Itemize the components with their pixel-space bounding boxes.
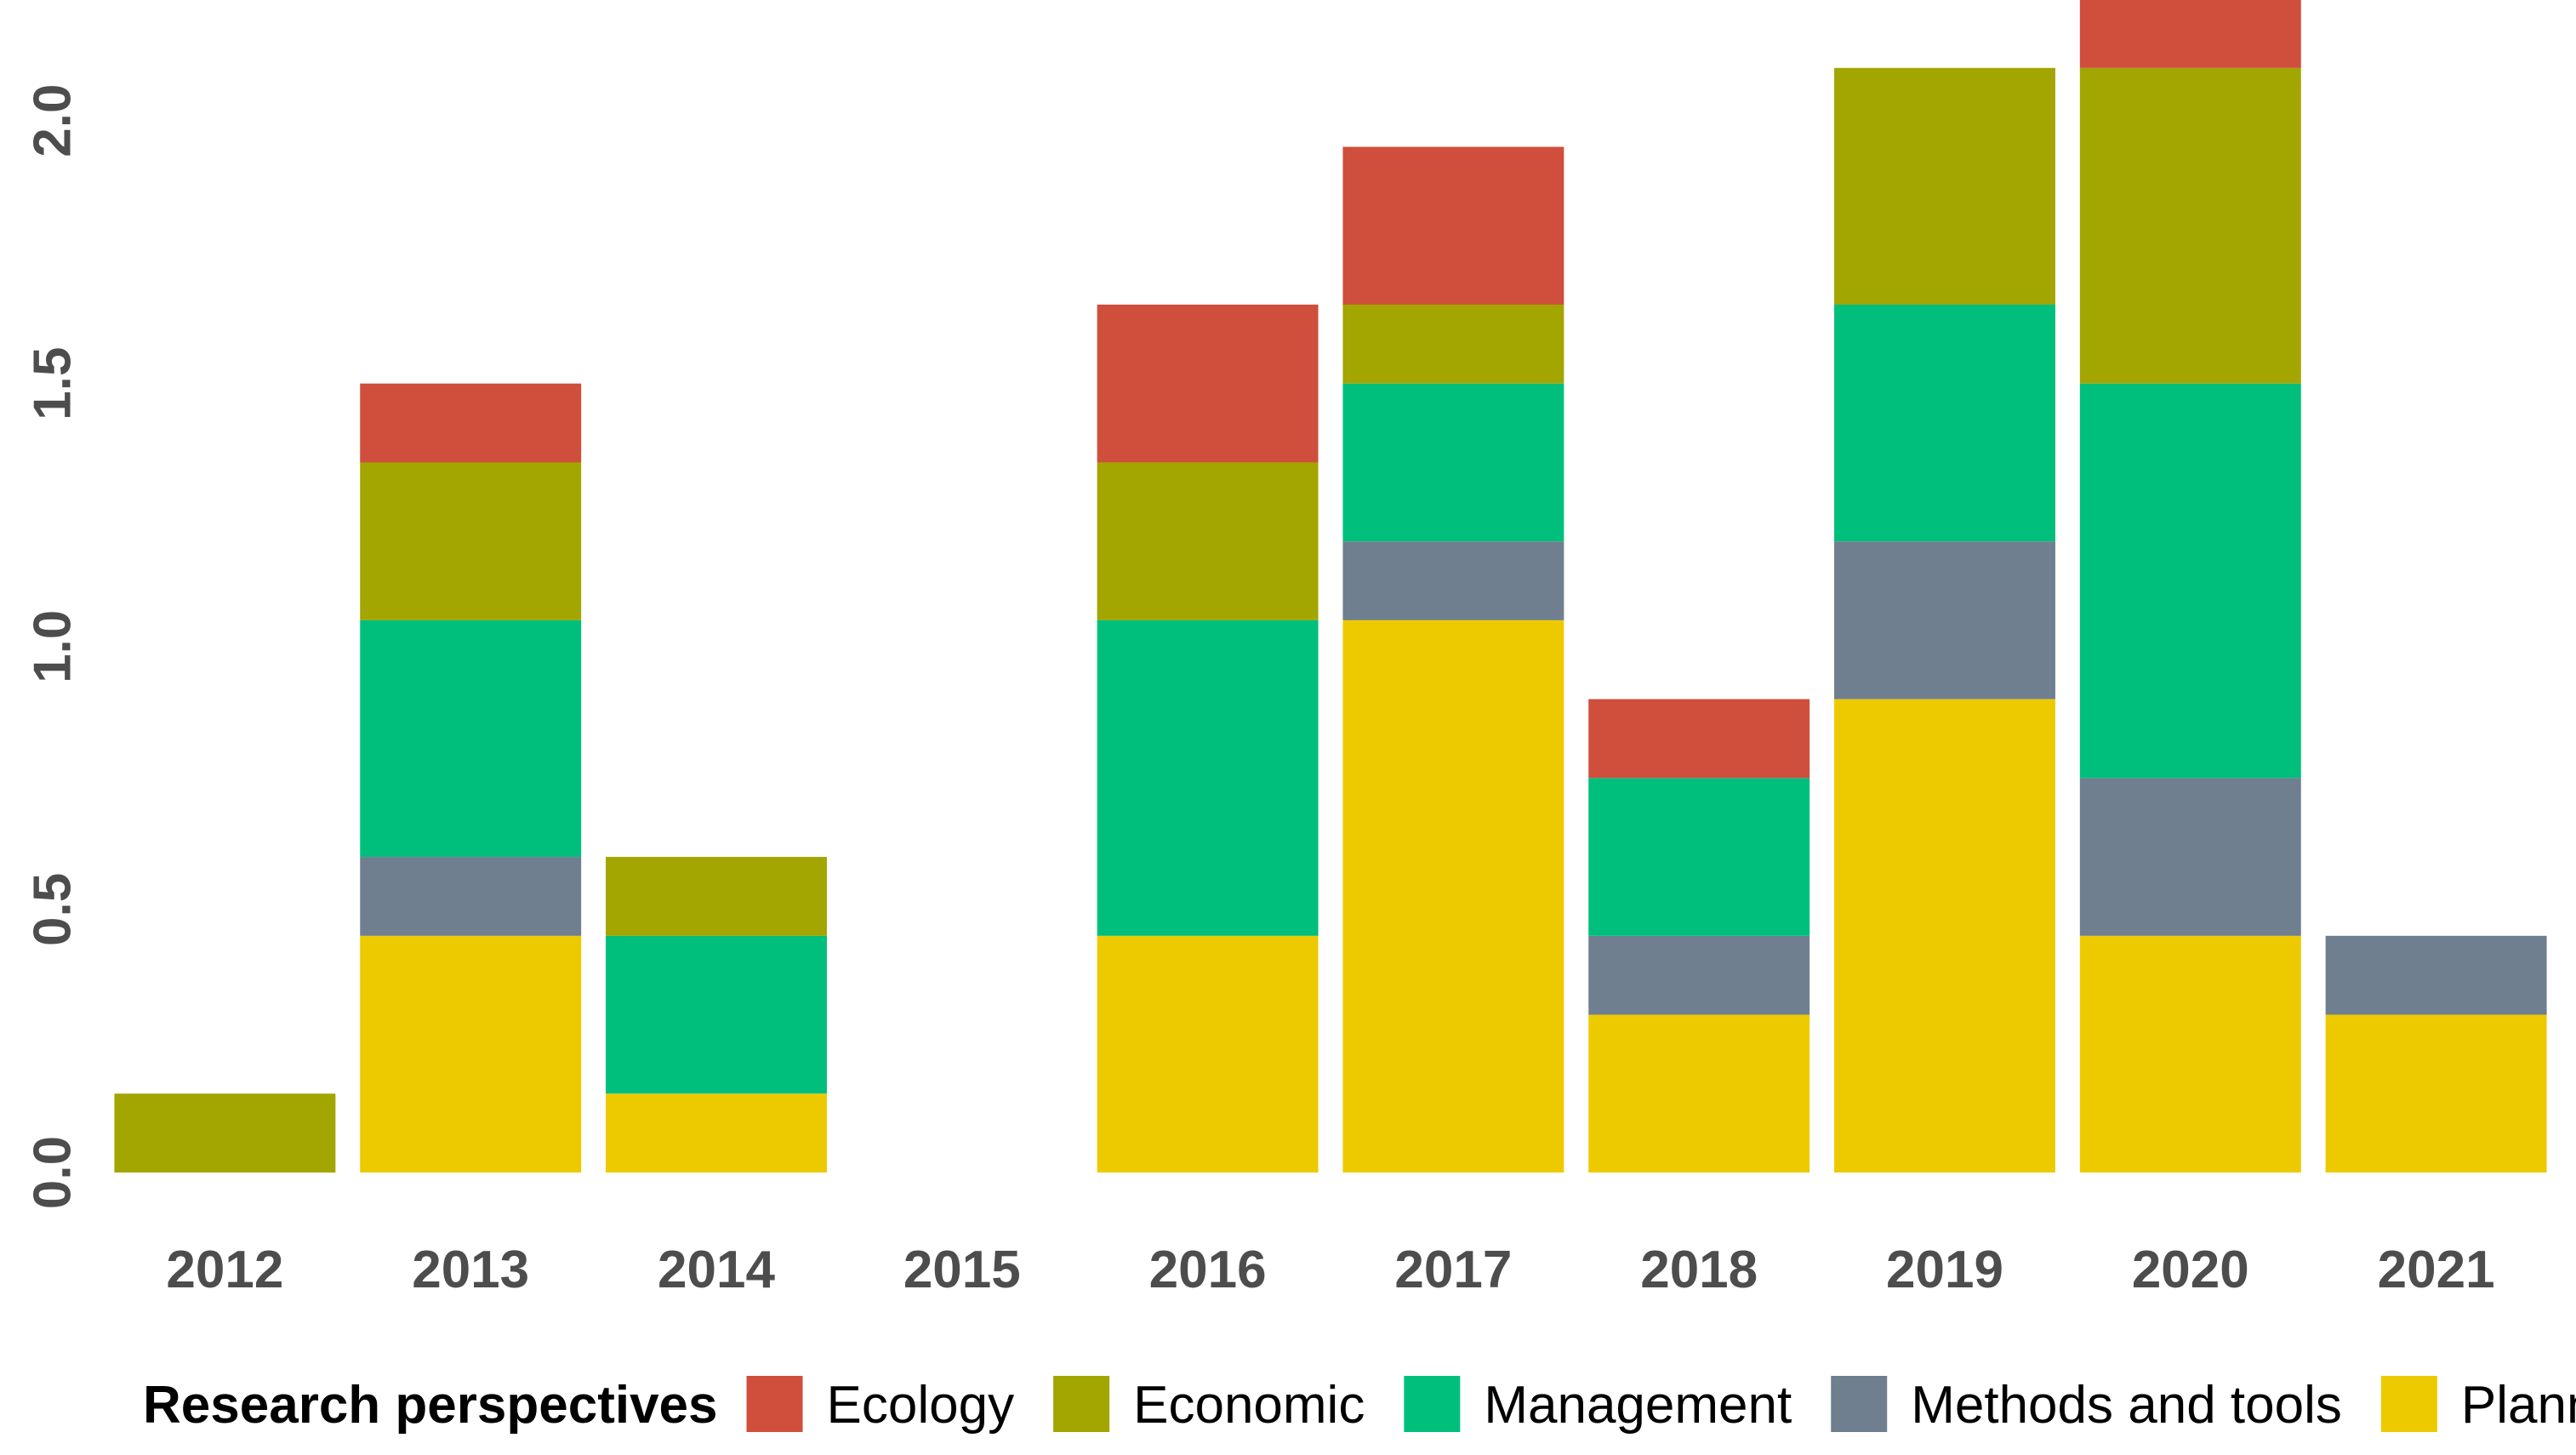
legend-key-management [1404,1376,1461,1432]
bar-2019-methods-and-tools [1834,541,2055,699]
bar-2013-management [360,619,582,858]
bar-2020-ecology [2079,0,2301,68]
x-tick-label: 2014 [658,1241,775,1299]
bar-2017-planning [1342,619,1564,1173]
y-tick-label: 2.0 [24,84,83,157]
x-tick-label: 2020 [2132,1241,2249,1299]
bar-2017-economic [1342,305,1564,384]
y-axis: 0.0 0.5 1.0 1.5 2.0 [24,84,83,1210]
bar-2018-planning [1588,1014,1810,1173]
legend-key-economic [1053,1376,1110,1432]
bar-2012-economic [114,1093,336,1173]
bar-2018-management [1588,778,1810,936]
bar-2018-ecology [1588,699,1810,779]
bar-2019-planning [1834,699,2055,1173]
legend-key-methods-and-tools [1831,1376,1888,1432]
x-tick-label: 2017 [1394,1241,1512,1299]
bar-2017-management [1342,383,1564,542]
legend-label-planning: Planning [2461,1376,2576,1435]
bar-2016-ecology [1097,305,1319,463]
bar-2020-methods-and-tools [2079,778,2301,936]
y-tick-label: 0.0 [24,1136,83,1209]
x-tick-label: 2018 [1640,1241,1758,1299]
x-tick-label: 2019 [1886,1241,2003,1299]
bar-2014-management [606,935,827,1094]
bars-layer [114,0,2547,1173]
x-tick-label: 2021 [2378,1241,2495,1299]
bar-2017-ecology [1342,146,1564,305]
legend-label-ecology: Ecology [827,1376,1015,1435]
y-tick-label: 0.5 [24,873,83,946]
bar-2014-economic [606,857,827,936]
bar-2013-ecology [360,383,582,463]
x-tick-label: 2016 [1149,1241,1267,1299]
bar-2021-methods-and-tools [2325,935,2547,1015]
x-tick-label: 2012 [166,1241,283,1299]
bar-2021-planning [2325,1014,2547,1173]
bar-2013-economic [360,462,582,620]
bar-2020-economic [2079,67,2301,384]
bar-2019-management [1834,305,2055,542]
legend-label-economic: Economic [1133,1376,1365,1435]
bar-2016-management [1097,619,1319,936]
legend-key-planning [2380,1376,2437,1432]
bar-2013-planning [360,935,582,1173]
legend-key-ecology [746,1376,803,1432]
legend-title: Research perspectives [143,1376,718,1435]
bar-2018-methods-and-tools [1588,935,1810,1015]
bar-2013-methods-and-tools [360,857,582,936]
bar-2014-planning [606,1093,827,1173]
legend-label-management: Management [1484,1376,1792,1435]
bar-2017-methods-and-tools [1342,541,1564,620]
y-tick-label: 1.5 [24,347,83,420]
bar-2020-planning [2079,935,2301,1173]
bar-2020-management [2079,383,2301,779]
legend: Research perspectives Ecology Economic Man… [143,1376,2576,1435]
bar-2019-economic [1834,67,2055,305]
x-tick-label: 2013 [412,1241,529,1299]
bar-2016-planning [1097,935,1319,1173]
y-tick-label: 1.0 [24,610,83,683]
legend-label-methods-and-tools: Methods and tools [1911,1376,2342,1435]
x-tick-label: 2015 [903,1241,1021,1299]
x-axis: 2012 2013 2014 2015 2016 2017 2018 2019 2020 2021 [166,1241,2494,1299]
bar-2016-economic [1097,462,1319,620]
